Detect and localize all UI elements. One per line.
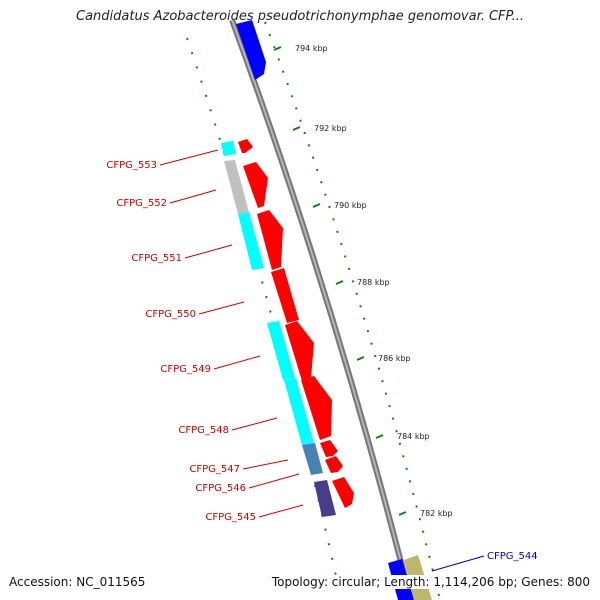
gene-label-547[interactable]: CFPG_547 [189, 464, 240, 475]
gene-arrow-549 [285, 321, 314, 381]
tick-mark-5 [375, 434, 384, 439]
gene-label-550[interactable]: CFPG_550 [145, 309, 196, 320]
label-callouts [159, 149, 304, 518]
gene-arrow-551 [257, 210, 283, 270]
gene-label-551[interactable]: CFPG_551 [131, 253, 182, 264]
gene-arrow-547 [320, 440, 338, 457]
gene-arrow-552 [243, 162, 268, 208]
feature-gray-552 [224, 160, 249, 214]
forward-genes [238, 139, 354, 508]
tick-mark-3 [335, 280, 344, 285]
gene-label-544[interactable]: CFPG_544 [487, 551, 538, 562]
feature-cyan-553 [221, 141, 236, 156]
gene-arrow-545 [332, 477, 354, 508]
tick-label-4: 786 kbp [378, 354, 411, 363]
tick-label-2: 790 kbp [334, 201, 367, 210]
gene-label-552[interactable]: CFPG_552 [116, 198, 167, 209]
tick-label-5: 784 kbp [397, 432, 430, 441]
tick-mark-1 [292, 126, 301, 131]
tick-mark-2 [312, 203, 321, 208]
gene-label-549[interactable]: CFPG_549 [160, 364, 211, 375]
gene-arrow-548 [301, 376, 332, 440]
gene-arrow-550 [271, 268, 299, 323]
label-callout-544 [431, 555, 485, 572]
tick-mark-0 [273, 46, 282, 51]
gene-label-546[interactable]: CFPG_546 [195, 483, 246, 494]
feature-slateblue-545 [314, 480, 336, 517]
tick-label-3: 788 kbp [357, 278, 390, 287]
feature-cyan-551 [238, 212, 264, 270]
tick-label-6: 782 kbp [420, 509, 453, 518]
gene-labels: CFPG_553 CFPG_552 CFPG_551 CFPG_550 CFPG… [106, 160, 256, 523]
tick-labels: 794 kbp 792 kbp 790 kbp 788 kbp 786 kbp 784 k… [295, 44, 453, 518]
feature-cyan-549b [284, 378, 314, 445]
accession-text: Accession: NC_011565 [9, 575, 146, 589]
tick-label-1: 792 kbp [314, 124, 347, 133]
gene-label-553[interactable]: CFPG_553 [106, 160, 157, 171]
gene-arrow-553 [238, 139, 253, 153]
tick-mark-6 [398, 511, 407, 516]
gene-arrow-546 [325, 456, 343, 473]
tick-mark-4 [356, 356, 365, 361]
map-title: Candidatus Azobacteroides pseudotrichony… [76, 9, 524, 24]
feature-cyan-549a [267, 321, 295, 380]
tick-label-0: 794 kbp [295, 44, 328, 53]
topology-summary: Topology: circular; Length: 1,114,206 bp… [271, 575, 590, 589]
gene-label-545[interactable]: CFPG_545 [205, 512, 256, 523]
inner-features [221, 141, 336, 517]
tick-marks [273, 46, 407, 516]
feature-steelblue-547 [302, 443, 323, 475]
gene-label-548[interactable]: CFPG_548 [178, 425, 229, 436]
gene-arrow-top-blue [236, 20, 266, 80]
